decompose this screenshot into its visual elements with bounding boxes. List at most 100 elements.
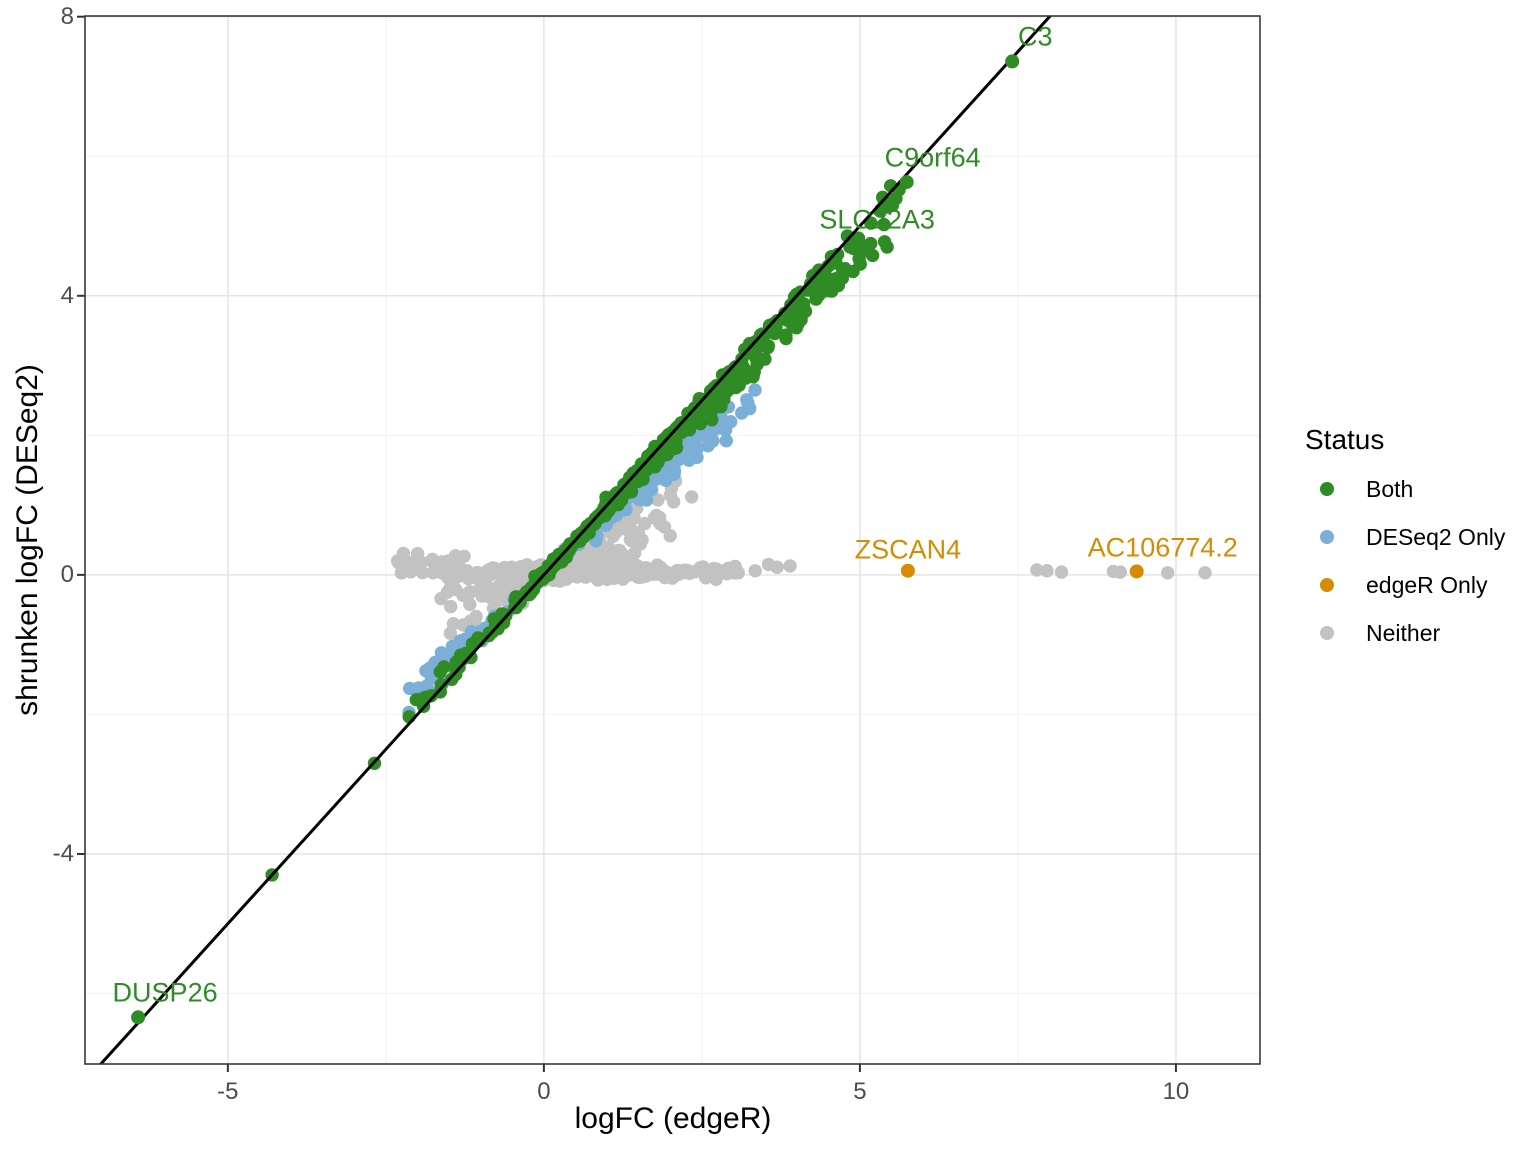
data-point: [709, 572, 723, 587]
data-point: [533, 567, 548, 581]
data-point: [505, 568, 519, 583]
data-point: [853, 257, 867, 271]
data-point: [590, 554, 604, 568]
data-point: [735, 406, 749, 420]
data-point: [718, 423, 733, 437]
labeled-gene-points: [131, 54, 1144, 1025]
data-point: [671, 567, 685, 582]
data-point: [877, 217, 891, 232]
data-point: [840, 229, 855, 243]
data-point: [705, 413, 719, 427]
legend-swatch-icon: [1320, 626, 1334, 640]
data-point: [410, 546, 425, 561]
data-point: [444, 599, 458, 614]
legend-item-neither: Neither: [1305, 609, 1505, 657]
legend-title: Status: [1305, 424, 1385, 455]
data-point: [803, 277, 818, 291]
data-point: [746, 370, 760, 384]
data-point: [728, 559, 742, 574]
data-point: [404, 559, 418, 573]
data-point: [719, 434, 733, 448]
data-point: [818, 284, 832, 298]
data-point: [885, 198, 900, 213]
data-point: [647, 511, 662, 525]
data-point: [449, 655, 463, 669]
data-point: [1040, 564, 1054, 578]
data-point: [494, 571, 509, 585]
data-point: [658, 570, 672, 585]
legend-item-both: Both: [1305, 465, 1505, 513]
data-point: [627, 511, 641, 525]
data-point: [469, 609, 483, 624]
data-point: [740, 393, 754, 407]
legend-items: Both DESeq2 Only edgeR Only Neither: [1305, 465, 1505, 657]
data-point: [436, 562, 450, 576]
data-point: [690, 441, 704, 456]
legend-swatch-icon: [1320, 578, 1334, 592]
data-point: [748, 564, 762, 578]
data-point: [628, 546, 642, 560]
axis-ticks: [77, 15, 1177, 1072]
data-point: [865, 248, 880, 263]
data-point: [394, 555, 408, 570]
data-point: [706, 434, 720, 448]
legend-item-label: DESeq2 Only: [1366, 523, 1506, 550]
data-point: [750, 357, 764, 372]
data-point: [409, 693, 423, 707]
data-point: [654, 471, 668, 485]
data-point: [1005, 54, 1020, 69]
data-point: [900, 563, 915, 578]
data-point: [835, 265, 850, 279]
data-point: [449, 582, 463, 597]
data-point: [779, 331, 793, 346]
data-point: [1054, 565, 1069, 579]
data-point: [394, 566, 409, 580]
legend-swatch-icon: [1320, 530, 1334, 544]
data-point: [461, 571, 476, 586]
data-point: [651, 493, 665, 507]
legend-item-label: edgeR Only: [1366, 571, 1488, 598]
data-point: [856, 241, 870, 255]
data-point: [453, 634, 467, 648]
data-point: [738, 342, 752, 357]
data-point: [434, 678, 448, 692]
data-point: [1113, 565, 1128, 579]
data-point: [463, 597, 477, 612]
data-point: [770, 560, 784, 574]
data-point: [437, 660, 451, 674]
data-point: [692, 392, 706, 406]
data-point: [479, 577, 493, 591]
data-point: [1198, 566, 1212, 580]
data-point: [614, 546, 629, 560]
data-point: [899, 175, 914, 190]
data-point: [710, 562, 724, 576]
data-point: [446, 560, 460, 574]
data-point: [748, 383, 762, 397]
legend-swatch-icon: [1320, 482, 1334, 496]
points-layer: [98, 16, 1212, 1064]
data-point: [463, 585, 477, 599]
legend: Status Both DESeq2 Only edgeR Only Neither: [1305, 423, 1505, 657]
data-point: [685, 490, 699, 504]
data-point: [623, 470, 637, 485]
data-point: [681, 563, 695, 578]
data-point: [693, 561, 707, 575]
data-point: [608, 564, 623, 578]
data-point: [683, 409, 698, 424]
data-point: [1161, 566, 1175, 580]
data-point: [635, 533, 649, 547]
data-point: [789, 314, 803, 329]
legend-item-deseq2-only: DESeq2 Only: [1305, 513, 1505, 561]
data-point: [783, 559, 797, 573]
data-point: [1129, 564, 1144, 579]
data-point: [639, 493, 654, 507]
data-point: [445, 672, 459, 686]
panel-border: [84, 15, 1261, 1065]
legend-item-label: Both: [1366, 475, 1414, 502]
legend-item-edger-only: edgeR Only: [1305, 561, 1505, 609]
data-point: [729, 374, 744, 389]
points-neither: [390, 471, 1212, 665]
data-point: [719, 385, 733, 399]
